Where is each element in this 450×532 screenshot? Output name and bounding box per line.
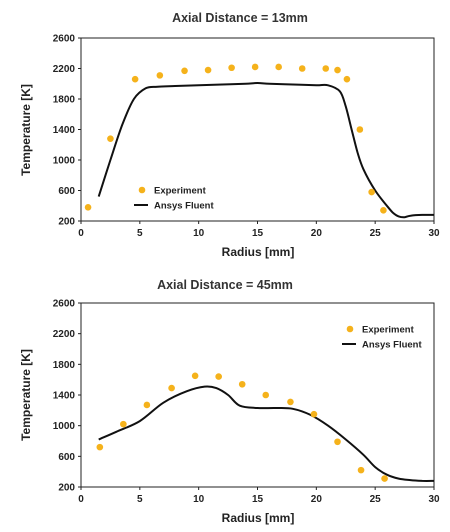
x-tick-label: 15 [252,228,264,239]
data-point-experiment [120,420,127,428]
data-point-experiment [204,66,212,74]
data-point-experiment [107,135,114,142]
data-point-experiment [334,66,341,74]
data-point-experiment [251,63,259,71]
y-tick-label: 200 [58,483,75,494]
y-tick-label: 1400 [53,125,76,136]
series-line-ansys-fluent [98,385,435,482]
x-tick-label: 25 [370,228,382,239]
data-point-experiment [357,466,365,474]
legend-label-experiment: Experiment [362,325,415,336]
x-tick-label: 30 [428,228,440,239]
data-point-experiment [84,203,92,211]
data-point-experiment [143,401,151,409]
data-point-experiment [298,65,306,72]
data-point-experiment [368,188,375,196]
x-tick-label: 5 [137,228,143,239]
data-point-experiment [275,63,282,71]
data-point-experiment [322,65,330,72]
y-tick-label: 1800 [53,95,76,106]
plot-top: 0 5 10 15 20 25 30 200 600 1000 1400 1800 2200 2600 Ex… [53,34,440,240]
x-axis-label-top: Radius [mm] [222,245,295,259]
data-point-experiment [310,410,318,418]
x-tick-label: 0 [78,494,84,505]
x-tick-label: 20 [311,228,323,239]
legend-label-experiment: Experiment [154,186,207,197]
data-point-experiment [131,75,139,83]
data-point-experiment [168,384,175,392]
y-tick-label: 2600 [53,34,76,45]
data-point-experiment [356,126,364,133]
plot-bottom: 0 5 10 15 20 25 30 200 600 1000 1400 1800 2200 2600 Ex… [53,299,440,506]
data-point-experiment [181,67,188,75]
series-line-ansys-fluent [97,82,435,219]
y-tick-label: 1400 [53,391,76,402]
y-tick-label: 1800 [53,360,76,371]
y-tick-label: 2200 [53,64,76,75]
data-point-experiment [334,438,341,446]
y-axis-label-bottom: Temperature [K] [19,349,33,441]
y-tick-label: 600 [58,186,75,197]
y-tick-label: 1000 [53,156,76,167]
chart-title-top: Axial Distance = 13mm [172,11,308,25]
x-axis-label-bottom: Radius [mm] [222,511,295,525]
data-point-experiment [156,72,164,79]
data-point-experiment [215,373,222,380]
x-tick-label: 20 [311,494,323,505]
chart-bottom: Axial Distance = 45mm Temperature [K] Ra… [19,278,440,525]
data-point-experiment [191,372,199,380]
y-tick-label: 2600 [53,299,76,310]
data-point-experiment [343,75,351,83]
legend-label-ansys-fluent: Ansys Fluent [154,201,214,212]
data-point-experiment [96,443,104,451]
data-point-experiment [262,391,270,399]
x-tick-label: 30 [428,494,440,505]
x-tick-label: 15 [252,494,264,505]
legend-marker-experiment [138,186,146,194]
legend-label-ansys-fluent: Ansys Fluent [362,340,422,351]
x-tick-label: 10 [193,228,205,239]
x-tick-label: 0 [78,228,84,239]
x-tick-label: 5 [137,494,143,505]
data-point-experiment [238,380,246,388]
y-tick-label: 2200 [53,329,76,340]
data-point-experiment [228,64,235,72]
data-point-experiment [381,475,388,482]
chart-top: Axial Distance = 13mm Temperature [K] Ra… [19,11,440,259]
chart-title-bottom: Axial Distance = 45mm [157,278,293,292]
y-tick-label: 600 [58,452,75,463]
data-point-experiment [287,398,294,406]
legend-marker-experiment [346,325,354,333]
x-tick-label: 25 [370,494,382,505]
y-tick-label: 1000 [53,421,76,432]
x-tick-label: 10 [193,494,205,505]
data-point-experiment [380,207,387,214]
y-axis-label-top: Temperature [K] [19,84,33,176]
y-tick-label: 200 [58,217,75,228]
